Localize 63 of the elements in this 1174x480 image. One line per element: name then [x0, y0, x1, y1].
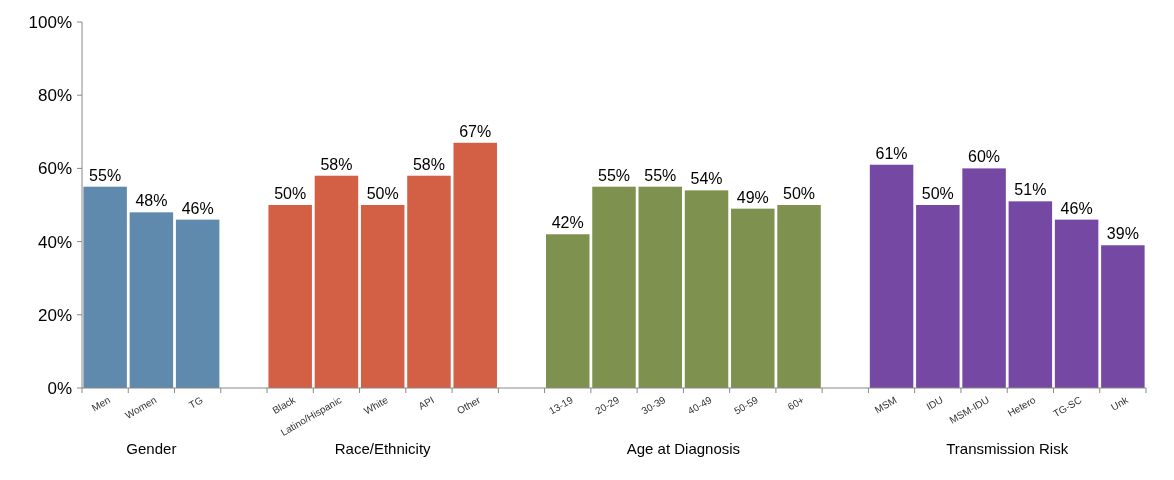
bar [407, 175, 451, 388]
bar [314, 175, 359, 388]
x-tick-label: 40-49 [685, 393, 714, 417]
bar [453, 142, 497, 388]
bar [1054, 219, 1099, 388]
bar [129, 212, 174, 388]
x-tick-label: 13-19 [547, 393, 576, 417]
bar [1008, 201, 1053, 388]
bar [592, 186, 636, 388]
data-label: 50% [366, 185, 399, 202]
data-label: 50% [783, 185, 816, 202]
y-tick-label: 40% [37, 232, 72, 252]
x-tick-label: IDU [924, 394, 945, 413]
data-label: 50% [921, 185, 954, 202]
text: Race/Ethnicity [334, 440, 432, 457]
bar [916, 205, 960, 388]
x-tick-label: TG [187, 394, 205, 411]
y-tick-label: 60% [37, 159, 72, 179]
data-label: 42% [551, 214, 584, 232]
x-tick-label: API [416, 394, 436, 412]
data-label: 58% [320, 155, 353, 173]
data-label: 58% [412, 155, 445, 173]
x-tick-label: Unk [1108, 393, 1131, 413]
y-tick-label: 100% [28, 12, 72, 32]
data-label: 61% [875, 144, 908, 162]
data-label: 46% [181, 199, 214, 217]
bar [869, 164, 914, 388]
bar [546, 234, 590, 388]
bar [962, 168, 1006, 388]
data-label: 55% [644, 166, 677, 184]
x-tick-label: 30-39 [639, 393, 668, 417]
y-tick-label: 80% [37, 86, 72, 106]
data-label: 46% [1060, 199, 1093, 217]
x-tick-label: 60+ [785, 394, 807, 413]
data-label: 39% [1106, 225, 1139, 243]
bar [684, 190, 729, 388]
y-tick-label: 0% [47, 378, 72, 398]
data-label: 51% [1014, 181, 1047, 199]
data-label: 55% [89, 166, 122, 184]
bar [731, 208, 775, 388]
bar [83, 186, 127, 388]
data-label: 49% [736, 188, 769, 206]
data-label: 54% [690, 170, 723, 188]
bar [777, 205, 821, 388]
x-tick-label: MSM [872, 394, 899, 416]
bar [638, 186, 682, 388]
data-label: 55% [597, 166, 631, 184]
data-label: 60% [968, 148, 1001, 166]
bar [175, 219, 220, 388]
text: Transmission Risk [946, 440, 1069, 457]
data-label: 67% [459, 122, 492, 140]
x-tick-label: Men [89, 394, 113, 414]
text: Gender [126, 440, 177, 457]
data-label: 48% [135, 192, 168, 210]
x-tick-label: 50-59 [732, 393, 761, 417]
bar [268, 205, 312, 388]
text: Age at Diagnosis [626, 440, 741, 457]
x-tick-label: White [362, 393, 391, 417]
y-tick-label: 20% [37, 305, 72, 325]
data-label: 50% [274, 185, 307, 202]
x-tick-label: Other [455, 393, 483, 417]
bar [360, 205, 405, 388]
bar [1101, 245, 1145, 388]
